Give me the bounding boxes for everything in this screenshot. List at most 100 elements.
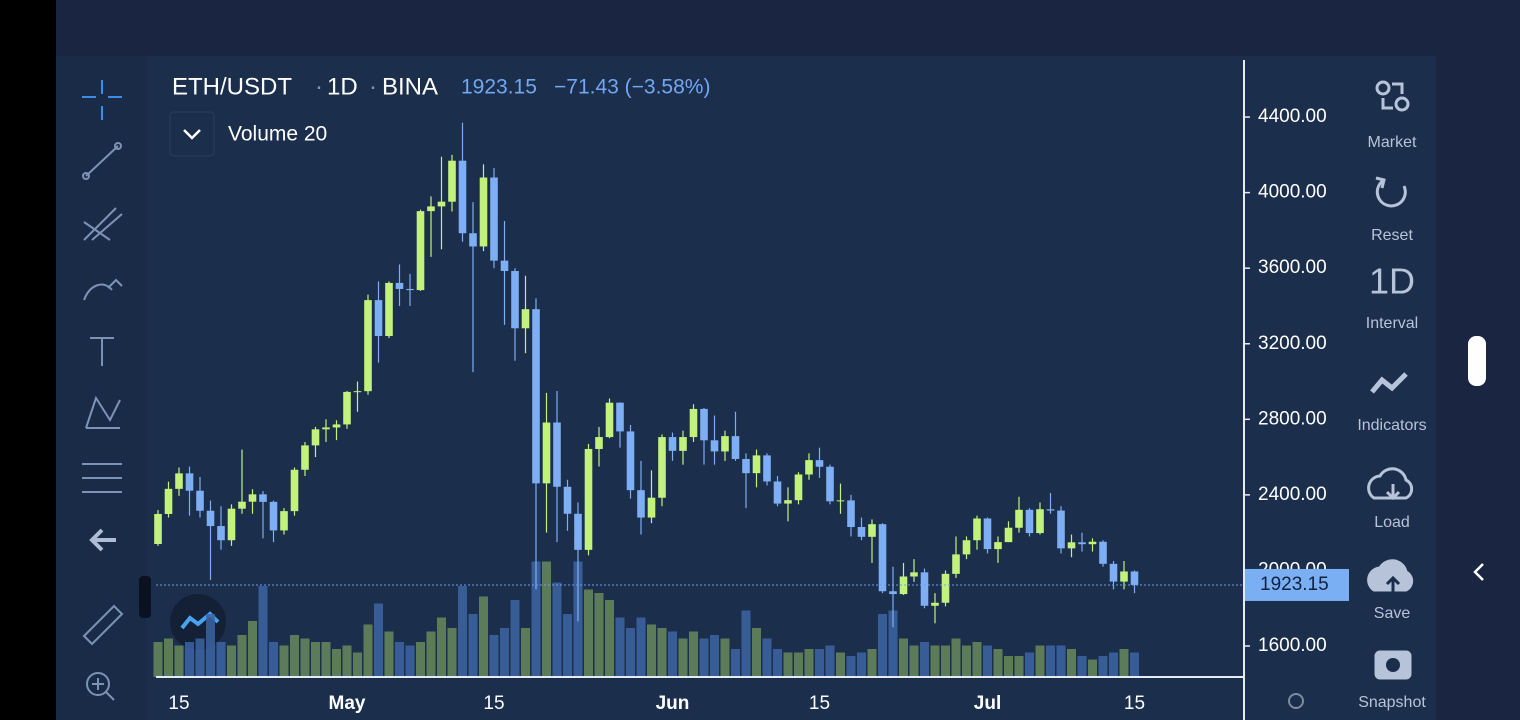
candle-body	[710, 440, 719, 452]
settings-icon[interactable]	[1288, 693, 1304, 709]
candle-body	[563, 486, 572, 514]
volume-bar	[983, 645, 992, 677]
candle-body	[931, 602, 939, 606]
volume-bar	[500, 628, 509, 677]
volume-bar	[1056, 645, 1066, 677]
candle-body	[1078, 542, 1086, 545]
back-chevron[interactable]	[1473, 563, 1484, 581]
candle-body	[878, 524, 887, 592]
candle-body	[637, 490, 645, 518]
volume-bar	[1109, 652, 1118, 677]
candle-body	[238, 501, 246, 509]
volume-bar	[206, 614, 215, 677]
separator: ·	[369, 73, 377, 100]
indicators-button[interactable]: Indicators	[1357, 417, 1426, 434]
x-tick-label: 15	[1124, 693, 1145, 714]
volume-bar	[552, 582, 562, 677]
indicator-label: Volume 20	[228, 123, 327, 146]
y-tick-label: 2800.00	[1258, 408, 1327, 429]
snapshot-button[interactable]: Snapshot	[1358, 694, 1426, 711]
volume-bar	[605, 600, 614, 677]
save-arrow	[1385, 575, 1401, 592]
volume-bar	[321, 642, 331, 677]
collapse-handle[interactable]	[139, 576, 151, 618]
candle-body	[1099, 541, 1107, 564]
volume-bar	[174, 645, 184, 677]
interval-button[interactable]: Interval	[1366, 315, 1418, 332]
last-price-label: 1923.15	[1260, 574, 1329, 595]
volume-bar	[888, 610, 898, 677]
volume-bar	[447, 628, 457, 677]
candle-body	[857, 527, 866, 537]
candle-body	[1067, 542, 1076, 549]
candle-body	[899, 576, 908, 595]
candle-body	[385, 282, 393, 337]
candle-body	[826, 466, 834, 502]
volume-bar	[258, 586, 268, 677]
candle-body	[983, 518, 992, 550]
candle-body	[395, 282, 404, 289]
left-toolbar	[56, 56, 146, 720]
candle-body	[521, 309, 530, 329]
volume-bar	[531, 561, 541, 677]
volume-bar	[951, 638, 961, 677]
volume-bar	[542, 561, 551, 677]
volume-bar	[521, 628, 530, 677]
volume-bar	[626, 628, 635, 677]
volume-bar	[353, 652, 362, 677]
volume-bar	[594, 593, 604, 677]
scroll-handle[interactable]	[1468, 336, 1486, 386]
candle-body	[868, 524, 876, 537]
volume-bar	[678, 638, 688, 677]
candle-body	[511, 271, 519, 329]
candle-body	[248, 494, 257, 502]
candle-body	[553, 422, 561, 487]
candle-body	[1036, 509, 1044, 534]
volume-bar	[458, 586, 467, 677]
candle-body	[1088, 541, 1097, 545]
candle-body	[448, 160, 456, 202]
candle-body	[1120, 571, 1128, 582]
volume-bar	[1025, 652, 1034, 677]
reset-button[interactable]: Reset	[1371, 227, 1413, 244]
candle-body	[500, 260, 509, 272]
tool-icons	[82, 80, 124, 701]
interval-value[interactable]: 1D	[1369, 261, 1415, 302]
candle-body	[259, 494, 267, 502]
volume-bar	[1067, 649, 1076, 677]
exchange: BINA	[382, 73, 438, 100]
candle-body	[889, 591, 897, 595]
candle-body	[752, 455, 761, 474]
volume-bar	[773, 649, 782, 677]
volume-bar	[836, 652, 845, 677]
candle-body	[196, 490, 204, 511]
volume-bar	[1004, 656, 1013, 677]
chart-panel	[56, 56, 1436, 720]
load-button[interactable]: Load	[1374, 514, 1410, 531]
candle-body	[647, 497, 656, 518]
candle-body	[584, 448, 593, 550]
volume-bar	[332, 649, 341, 677]
volume-bar	[195, 638, 205, 677]
y-tick-label: 4000.00	[1258, 182, 1327, 203]
candle-body	[175, 473, 183, 489]
symbol: ETH/USDT	[172, 73, 292, 100]
candle-body	[416, 211, 425, 291]
volume-bar	[657, 628, 667, 677]
volume-bar	[993, 649, 1003, 677]
candle-body	[364, 300, 372, 392]
candle-body	[269, 501, 278, 531]
volume-bar	[185, 642, 194, 677]
market-button[interactable]: Market	[1368, 134, 1417, 151]
candle-body	[332, 424, 341, 428]
candle-body	[941, 573, 950, 603]
x-tick-label: Jun	[656, 693, 690, 714]
indicator-toggle[interactable]	[169, 111, 215, 157]
volume-bar	[269, 642, 278, 677]
save-button[interactable]: Save	[1374, 605, 1411, 622]
volume-bar	[468, 614, 478, 677]
candle-body	[721, 436, 729, 452]
price: 1923.15	[461, 76, 537, 99]
candle-body	[836, 500, 845, 502]
candle-body	[374, 300, 383, 337]
